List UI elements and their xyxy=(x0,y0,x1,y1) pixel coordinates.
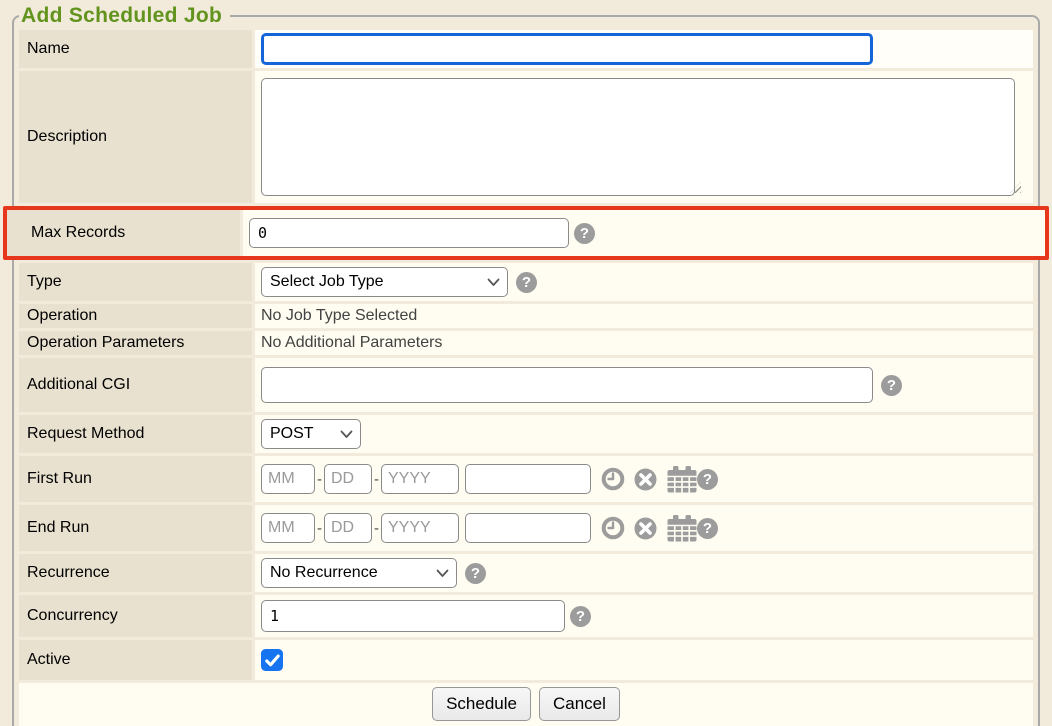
max-records-row: Max Records ? xyxy=(7,210,1045,256)
max-records-label: Max Records xyxy=(7,210,240,256)
recurrence-label: Recurrence xyxy=(19,554,252,592)
date-separator: - xyxy=(317,519,322,537)
first-run-time-input[interactable] xyxy=(465,464,591,494)
name-row: Name xyxy=(19,30,1033,68)
request-method-label: Request Method xyxy=(19,415,252,453)
type-help-icon[interactable]: ? xyxy=(516,271,537,293)
max-records-input[interactable] xyxy=(249,218,569,248)
checkmark-icon xyxy=(264,653,280,666)
recurrence-select[interactable]: No Recurrence xyxy=(261,558,457,588)
first-run-year-input[interactable] xyxy=(381,464,459,494)
page-title: Add Scheduled Job xyxy=(21,4,223,27)
operation-status: No Job Type Selected xyxy=(261,307,418,324)
description-textarea[interactable] xyxy=(261,78,1015,196)
first-run-month-input[interactable] xyxy=(261,464,315,494)
additional-cgi-label: Additional CGI xyxy=(19,358,252,412)
clear-icon[interactable] xyxy=(634,517,657,540)
active-label: Active xyxy=(19,640,252,680)
end-run-year-input[interactable] xyxy=(381,513,459,543)
clock-icon[interactable] xyxy=(601,516,625,540)
concurrency-row: Concurrency ? xyxy=(19,595,1033,637)
date-separator: - xyxy=(317,470,322,488)
type-row: Type Select Job Type ? xyxy=(19,263,1033,301)
operation-label: Operation xyxy=(19,304,252,328)
active-row: Active xyxy=(19,640,1033,680)
form-actions-row: Schedule Cancel xyxy=(19,683,1033,726)
cancel-button[interactable]: Cancel xyxy=(538,687,620,721)
calendar-icon[interactable] xyxy=(667,465,697,493)
active-checkbox[interactable] xyxy=(261,649,283,671)
concurrency-help-icon[interactable]: ? xyxy=(570,605,591,627)
description-row: Description xyxy=(19,71,1033,203)
request-method-row: Request Method POST xyxy=(19,415,1033,453)
chevron-down-icon xyxy=(340,430,353,439)
first-run-day-input[interactable] xyxy=(324,464,372,494)
schedule-button[interactable]: Schedule xyxy=(432,687,531,721)
type-label: Type xyxy=(19,263,252,301)
first-run-help-icon[interactable]: ? xyxy=(697,468,718,490)
operation-parameters-label: Operation Parameters xyxy=(19,331,252,355)
additional-cgi-row: Additional CGI ? xyxy=(19,358,1033,412)
chevron-down-icon xyxy=(487,278,500,287)
additional-cgi-help-icon[interactable]: ? xyxy=(881,374,902,396)
end-run-time-input[interactable] xyxy=(465,513,591,543)
clear-icon[interactable] xyxy=(634,468,657,491)
operation-parameters-status: No Additional Parameters xyxy=(261,334,443,351)
chevron-down-icon xyxy=(436,569,449,578)
operation-parameters-row: Operation Parameters No Additional Param… xyxy=(19,331,1033,355)
date-separator: - xyxy=(374,470,379,488)
name-input[interactable] xyxy=(261,33,873,65)
description-label: Description xyxy=(19,71,252,203)
date-separator: - xyxy=(374,519,379,537)
max-records-help-icon[interactable]: ? xyxy=(574,222,595,244)
request-method-select-value: POST xyxy=(270,425,314,442)
end-run-day-input[interactable] xyxy=(324,513,372,543)
end-run-row: End Run - - ? xyxy=(19,505,1033,551)
recurrence-select-value: No Recurrence xyxy=(270,564,378,581)
additional-cgi-input[interactable] xyxy=(261,367,873,403)
type-select[interactable]: Select Job Type xyxy=(261,267,508,297)
recurrence-row: Recurrence No Recurrence ? xyxy=(19,554,1033,592)
calendar-icon[interactable] xyxy=(667,514,697,542)
concurrency-input[interactable] xyxy=(261,600,565,632)
operation-row: Operation No Job Type Selected xyxy=(19,304,1033,328)
type-select-value: Select Job Type xyxy=(270,273,384,290)
end-run-help-icon[interactable]: ? xyxy=(697,517,718,539)
recurrence-help-icon[interactable]: ? xyxy=(465,562,486,584)
resize-handle-icon[interactable] xyxy=(1010,182,1021,193)
end-run-month-input[interactable] xyxy=(261,513,315,543)
first-run-label: First Run xyxy=(19,456,252,502)
end-run-label: End Run xyxy=(19,505,252,551)
name-label: Name xyxy=(19,30,252,68)
concurrency-label: Concurrency xyxy=(19,595,252,637)
add-scheduled-job-panel: Add Scheduled Job Name Description Max R… xyxy=(3,4,1049,726)
first-run-row: First Run - - ? xyxy=(19,456,1033,502)
max-records-highlight: Max Records ? xyxy=(3,206,1049,260)
clock-icon[interactable] xyxy=(601,467,625,491)
request-method-select[interactable]: POST xyxy=(261,419,361,449)
